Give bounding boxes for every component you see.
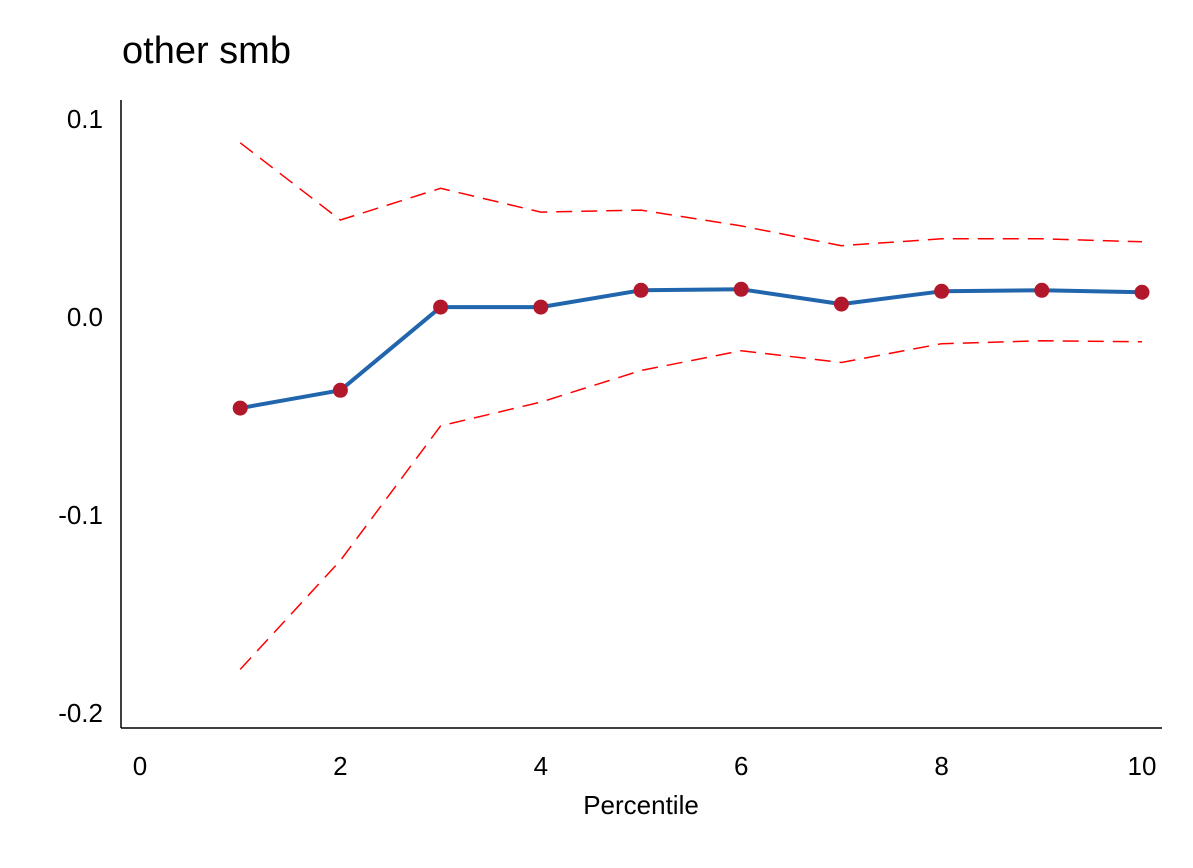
x-tick-label: 6 [734,751,748,781]
data-point [533,299,549,315]
y-tick-label: -0.1 [58,500,103,530]
data-point [433,299,449,315]
data-point [633,282,649,298]
series-line-upper-bound [239,142,1143,247]
series-line-lower-bound [239,340,1143,670]
data-point [232,400,248,416]
y-tick-label: 0.0 [67,302,103,332]
data-point [1034,282,1050,298]
x-axis-label: Percentile [583,790,699,820]
x-tick-label: 10 [1128,751,1157,781]
data-point [833,296,849,312]
x-tick-label: 0 [133,751,147,781]
y-tick-label: -0.2 [58,698,103,728]
data-point [934,283,950,299]
chart-title: other smb [122,30,291,72]
series-points [232,281,1150,416]
x-tick-labels: 0 2 4 6 8 10 [133,751,1157,781]
data-point [332,382,348,398]
x-tick-label: 4 [534,751,548,781]
y-tick-labels: 0.1 0.0 -0.1 -0.2 [58,104,103,728]
data-point [1134,284,1150,300]
data-point [733,281,749,297]
series-lines [239,142,1143,670]
y-tick-label: 0.1 [67,104,103,134]
x-tick-label: 8 [934,751,948,781]
x-tick-label: 2 [333,751,347,781]
series-line-estimate [239,287,1143,411]
